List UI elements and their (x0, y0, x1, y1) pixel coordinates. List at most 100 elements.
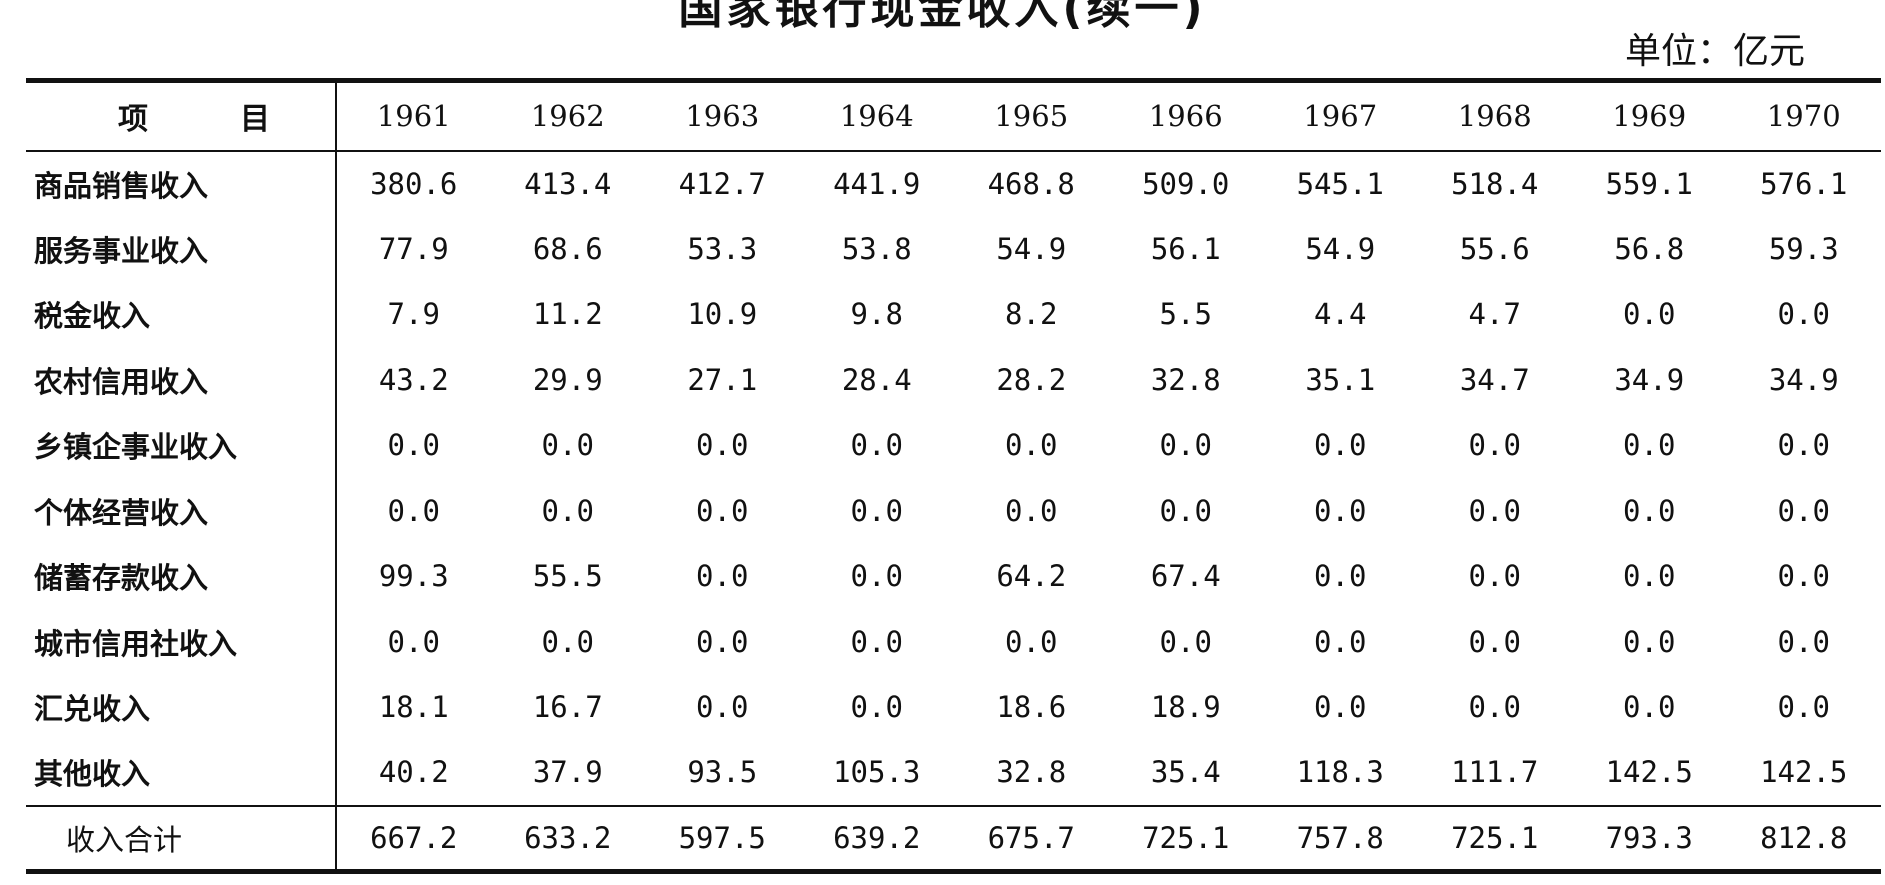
total-value-cell: 812.8 (1760, 820, 1848, 855)
value-cell: 0.0 (1623, 297, 1676, 332)
table-row: 储蓄存款收入 99.3 55.5 0.0 0.0 64.2 67.4 0.0 0.0 0.0 0.0 (26, 543, 1881, 609)
value-cell: 34.9 (1768, 362, 1839, 397)
header-row: 项目 1961 1962 1963 1964 1965 1966 1967 19… (26, 80, 1881, 151)
value-cell: 0.0 (1777, 624, 1830, 659)
year-header: 1962 (530, 99, 605, 134)
value-cell: 0.0 (850, 428, 903, 463)
value-cell: 32.8 (1150, 362, 1221, 397)
value-cell: 0.0 (696, 428, 749, 463)
value-cell: 55.6 (1459, 231, 1530, 266)
value-cell: 413.4 (524, 166, 612, 201)
value-cell: 59.3 (1768, 231, 1839, 266)
value-cell: 0.0 (541, 428, 594, 463)
value-cell: 0.0 (1314, 624, 1367, 659)
year-header: 1969 (1612, 99, 1687, 134)
total-value-cell: 757.8 (1296, 820, 1384, 855)
table-row: 城市信用社收入 0.0 0.0 0.0 0.0 0.0 0.0 0.0 0.0 0.0 0.0 (26, 609, 1881, 675)
total-value-cell: 725.1 (1142, 820, 1230, 855)
year-header: 1961 (376, 99, 451, 134)
value-cell: 142.5 (1760, 755, 1848, 790)
value-cell: 35.4 (1150, 755, 1221, 790)
value-cell: 0.0 (696, 690, 749, 725)
value-cell: 28.4 (841, 362, 912, 397)
item-column-header: 项目 (26, 80, 337, 151)
value-cell: 43.2 (378, 362, 449, 397)
year-header: 1970 (1766, 99, 1841, 134)
value-cell: 68.6 (532, 231, 603, 266)
value-cell: 0.0 (1777, 297, 1830, 332)
row-label: 城市信用社收入 (26, 609, 337, 675)
value-cell: 509.0 (1142, 166, 1230, 201)
value-cell: 0.0 (1623, 559, 1676, 594)
value-cell: 8.2 (1005, 297, 1058, 332)
row-label: 商品销售收入 (26, 150, 337, 216)
value-cell: 0.0 (1777, 428, 1830, 463)
value-cell: 0.0 (696, 559, 749, 594)
value-cell: 142.5 (1605, 755, 1693, 790)
value-cell: 0.0 (1468, 428, 1521, 463)
value-cell: 518.4 (1451, 166, 1539, 201)
row-label: 乡镇企事业收入 (26, 412, 337, 478)
value-cell: 0.0 (1005, 624, 1058, 659)
value-cell: 37.9 (532, 755, 603, 790)
value-cell: 0.0 (1777, 493, 1830, 528)
total-value-cell: 675.7 (987, 820, 1075, 855)
value-cell: 18.1 (378, 690, 449, 725)
value-cell: 56.8 (1614, 231, 1685, 266)
value-cell: 77.9 (378, 231, 449, 266)
total-value-cell: 667.2 (370, 820, 458, 855)
row-label: 储蓄存款收入 (26, 543, 337, 609)
table-row: 个体经营收入 0.0 0.0 0.0 0.0 0.0 0.0 0.0 0.0 0.0 0.0 (26, 478, 1881, 544)
row-label: 汇兑收入 (26, 674, 337, 740)
total-value-cell: 725.1 (1451, 820, 1539, 855)
value-cell: 56.1 (1150, 231, 1221, 266)
year-header: 1967 (1303, 99, 1378, 134)
value-cell: 468.8 (987, 166, 1075, 201)
value-cell: 93.5 (687, 755, 758, 790)
value-cell: 0.0 (1623, 624, 1676, 659)
row-label: 其他收入 (26, 740, 337, 806)
value-cell: 576.1 (1760, 166, 1848, 201)
page-title: 国家银行现金收入(续一) (678, 0, 1207, 34)
value-cell: 105.3 (833, 755, 921, 790)
value-cell: 441.9 (833, 166, 921, 201)
value-cell: 111.7 (1451, 755, 1539, 790)
value-cell: 0.0 (1468, 624, 1521, 659)
year-header: 1963 (685, 99, 760, 134)
value-cell: 18.6 (996, 690, 1067, 725)
total-value-cell: 633.2 (524, 820, 612, 855)
value-cell: 0.0 (1159, 624, 1212, 659)
value-cell: 0.0 (696, 493, 749, 528)
value-cell: 7.9 (387, 297, 440, 332)
row-label: 农村信用收入 (26, 347, 337, 413)
value-cell: 559.1 (1605, 166, 1693, 201)
value-cell: 28.2 (996, 362, 1067, 397)
value-cell: 9.8 (850, 297, 903, 332)
value-cell: 0.0 (1623, 428, 1676, 463)
value-cell: 40.2 (378, 755, 449, 790)
value-cell: 0.0 (1314, 428, 1367, 463)
row-label: 个体经营收入 (26, 478, 337, 544)
value-cell: 0.0 (541, 624, 594, 659)
value-cell: 0.0 (1468, 493, 1521, 528)
year-header: 1964 (839, 99, 914, 134)
value-cell: 34.7 (1459, 362, 1530, 397)
value-cell: 5.5 (1159, 297, 1212, 332)
value-cell: 0.0 (850, 624, 903, 659)
total-value-cell: 639.2 (833, 820, 921, 855)
value-cell: 0.0 (1159, 428, 1212, 463)
value-cell: 4.7 (1468, 297, 1521, 332)
total-row: 收入合计 667.2 633.2 597.5 639.2 675.7 725.1 757.8 7… (26, 805, 1881, 871)
value-cell: 0.0 (1005, 428, 1058, 463)
value-cell: 11.2 (532, 297, 603, 332)
value-cell: 54.9 (1305, 231, 1376, 266)
value-cell: 10.9 (687, 297, 758, 332)
value-cell: 64.2 (996, 559, 1067, 594)
value-cell: 67.4 (1150, 559, 1221, 594)
table-row: 农村信用收入 43.2 29.9 27.1 28.4 28.2 32.8 35.1 34.7 34… (26, 347, 1881, 413)
total-value-cell: 597.5 (678, 820, 766, 855)
value-cell: 53.3 (687, 231, 758, 266)
value-cell: 27.1 (687, 362, 758, 397)
table-row: 乡镇企事业收入 0.0 0.0 0.0 0.0 0.0 0.0 0.0 0.0 0.0 0.0 (26, 412, 1881, 478)
value-cell: 412.7 (678, 166, 766, 201)
